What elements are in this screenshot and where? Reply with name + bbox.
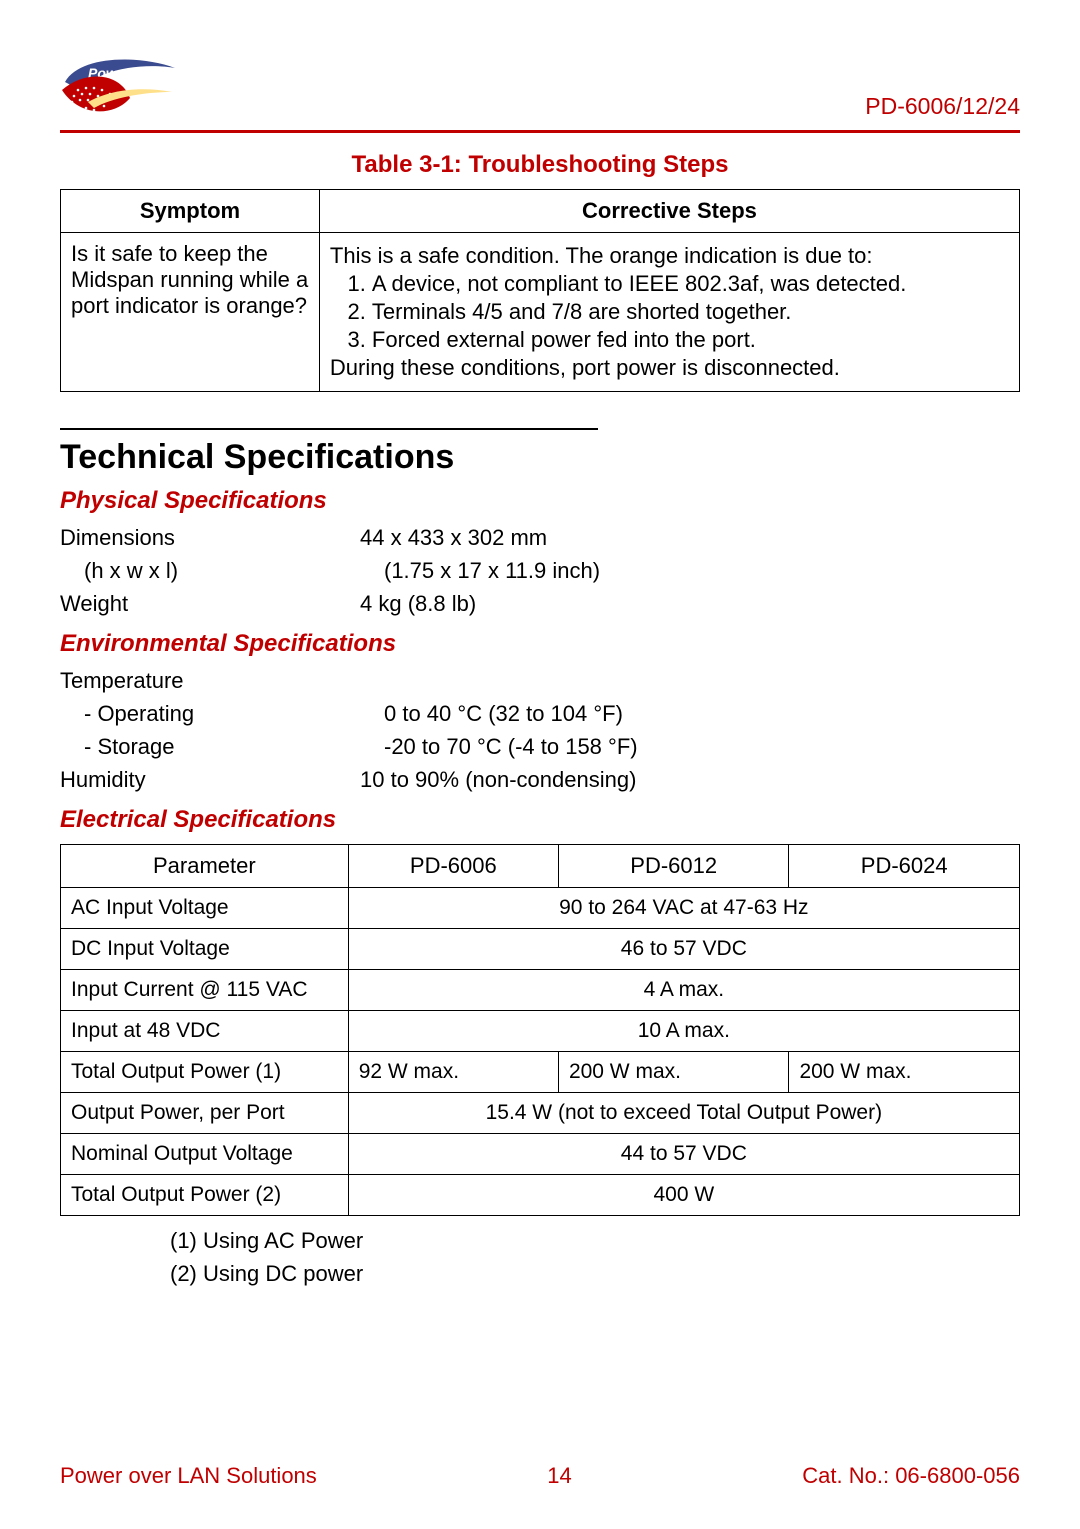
troubleshoot-title: Table 3-1: Troubleshooting Steps: [60, 151, 1020, 179]
page-footer: Power over LAN Solutions 14 Cat. No.: 06…: [60, 1463, 1020, 1489]
elec-param: DC Input Voltage: [61, 929, 349, 970]
step-item: A device, not compliant to IEEE 802.3af,…: [372, 271, 1009, 297]
env-specs: Temperature - Operating 0 to 40 °C (32 t…: [60, 664, 1020, 796]
elec-val: 90 to 264 VAC at 47-63 Hz: [348, 888, 1019, 929]
spec-label: Humidity: [60, 763, 360, 796]
spec-value: -20 to 70 °C (-4 to 158 °F): [384, 730, 638, 763]
footer-left: Power over LAN Solutions: [60, 1463, 317, 1489]
elec-notes: (1) Using AC Power (2) Using DC power: [170, 1224, 1020, 1290]
elec-val: 200 W max.: [558, 1052, 789, 1093]
spec-label: Weight: [60, 587, 360, 620]
elec-val: 92 W max.: [348, 1052, 558, 1093]
spec-value: (1.75 x 17 x 11.9 inch): [384, 554, 600, 587]
env-heading: Environmental Specifications: [60, 630, 1020, 658]
spec-value: 0 to 40 °C (32 to 104 °F): [384, 697, 623, 730]
elec-param: Total Output Power (2): [61, 1175, 349, 1216]
spec-label: - Operating: [60, 697, 384, 730]
elec-param: AC Input Voltage: [61, 888, 349, 929]
elec-param: Total Output Power (1): [61, 1052, 349, 1093]
elec-heading: Electrical Specifications: [60, 806, 1020, 834]
spec-label: Temperature: [60, 664, 360, 697]
spec-label: - Storage: [60, 730, 384, 763]
elec-val: 200 W max.: [789, 1052, 1020, 1093]
step-item: Forced external power fed into the port.: [372, 327, 1009, 353]
elec-th: PD-6012: [558, 845, 789, 888]
troubleshoot-table: Symptom Corrective Steps Is it safe to k…: [60, 189, 1020, 392]
header-divider: [60, 130, 1020, 133]
spec-value: 4 kg (8.8 lb): [360, 587, 476, 620]
steps-intro: This is a safe condition. The orange ind…: [330, 243, 1009, 269]
model-number: PD-6006/12/24: [865, 93, 1020, 120]
brand-logo: PowerDsine: [60, 50, 180, 120]
step-item: Terminals 4/5 and 7/8 are shorted togeth…: [372, 299, 1009, 325]
spec-label: (h x w x l): [60, 554, 384, 587]
spec-value: 44 x 433 x 302 mm: [360, 521, 547, 554]
footer-page-number: 14: [547, 1463, 571, 1489]
th-symptom: Symptom: [61, 190, 320, 233]
elec-param: Input at 48 VDC: [61, 1011, 349, 1052]
footer-catalog: Cat. No.: 06-6800-056: [802, 1463, 1020, 1489]
physical-heading: Physical Specifications: [60, 487, 1020, 515]
elec-th: PD-6024: [789, 845, 1020, 888]
note-item: (2) Using DC power: [170, 1257, 1020, 1290]
elec-param: Nominal Output Voltage: [61, 1134, 349, 1175]
elec-param: Input Current @ 115 VAC: [61, 970, 349, 1011]
electrical-table: Parameter PD-6006 PD-6012 PD-6024 AC Inp…: [60, 844, 1020, 1216]
symptom-cell: Is it safe to keep the Midspan running w…: [61, 233, 320, 392]
physical-specs: Dimensions 44 x 433 x 302 mm (h x w x l)…: [60, 521, 1020, 620]
elec-val: 10 A max.: [348, 1011, 1019, 1052]
th-steps: Corrective Steps: [319, 190, 1019, 233]
elec-val: 4 A max.: [348, 970, 1019, 1011]
elec-val: 15.4 W (not to exceed Total Output Power…: [348, 1093, 1019, 1134]
elec-param: Output Power, per Port: [61, 1093, 349, 1134]
elec-val: 400 W: [348, 1175, 1019, 1216]
elec-val: 46 to 57 VDC: [348, 929, 1019, 970]
tech-spec-heading: Technical Specifications: [60, 438, 1020, 477]
section-divider: [60, 428, 598, 430]
elec-th: PD-6006: [348, 845, 558, 888]
spec-label: Dimensions: [60, 521, 360, 554]
elec-val: 44 to 57 VDC: [348, 1134, 1019, 1175]
elec-th: Parameter: [61, 845, 349, 888]
steps-outro: During these conditions, port power is d…: [330, 355, 1009, 381]
spec-value: 10 to 90% (non-condensing): [360, 763, 636, 796]
note-item: (1) Using AC Power: [170, 1224, 1020, 1257]
steps-cell: This is a safe condition. The orange ind…: [319, 233, 1019, 392]
